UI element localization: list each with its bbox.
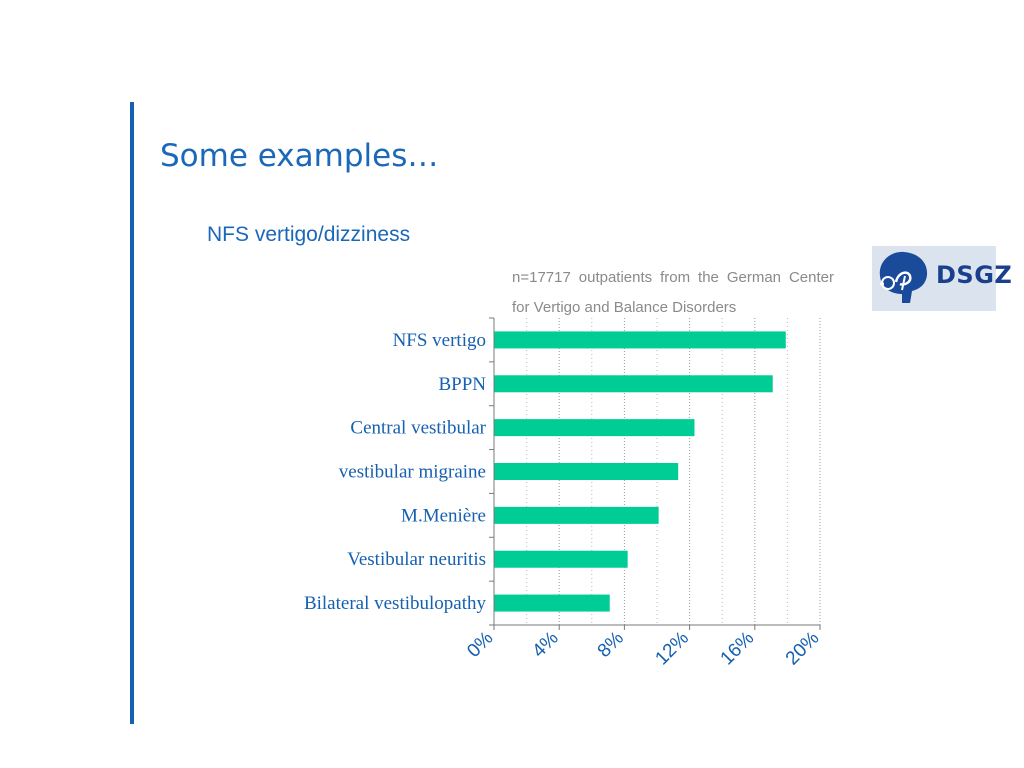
logo-text: DSGZ: [936, 261, 1013, 289]
bar: [494, 375, 773, 393]
x-tick-label: 4%: [528, 628, 562, 662]
sample-note: n=17717 outpatients from the German Cent…: [512, 269, 834, 316]
bar: [494, 419, 695, 437]
x-tick-label: 0%: [463, 628, 497, 662]
bar: [494, 506, 659, 524]
x-tick-label: 8%: [594, 628, 628, 662]
x-tick-label: 20%: [782, 628, 824, 670]
category-label: M.Menière: [401, 505, 486, 526]
x-tick-label: 12%: [651, 628, 693, 670]
bar: [494, 550, 628, 568]
bar: [494, 331, 786, 349]
dsgz-logo: DSGZ: [872, 246, 1012, 311]
x-tick-label: 16%: [717, 628, 759, 670]
slide-title: Some examples…: [160, 138, 439, 174]
bar: [494, 463, 679, 480]
category-label: NFS vertigo: [393, 330, 486, 351]
category-label: BPPN: [438, 374, 486, 395]
chart-subtitle: NFS vertigo/dizziness: [207, 223, 411, 246]
brain-ear-icon: [879, 251, 928, 303]
accent-bar: [130, 102, 134, 724]
category-label: Bilateral vestibulopathy: [304, 593, 487, 614]
bar: [494, 594, 610, 612]
category-label: vestibular migraine: [339, 462, 486, 483]
category-label: Vestibular neuritis: [347, 549, 486, 570]
category-label: Central vestibular: [350, 418, 486, 439]
